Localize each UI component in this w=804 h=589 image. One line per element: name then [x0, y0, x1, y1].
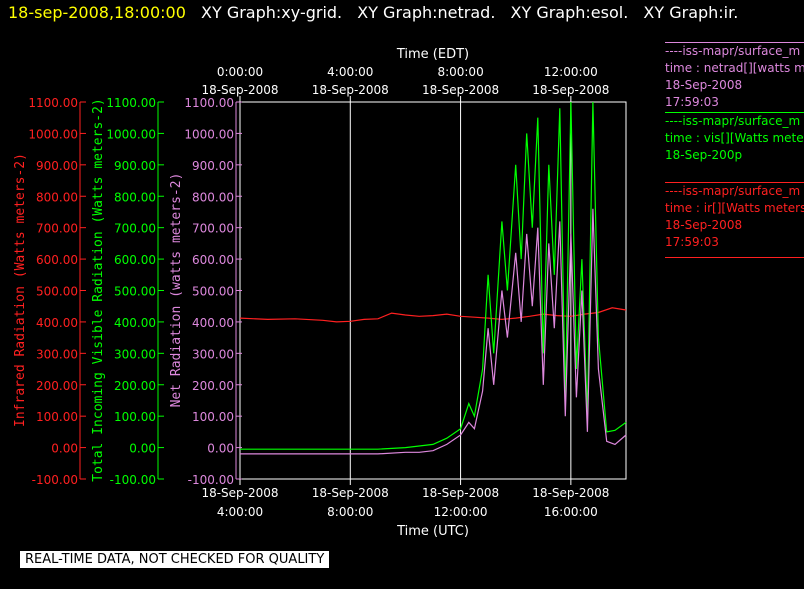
- x-top-time-0: 0:00:00: [217, 65, 263, 79]
- y-tick-label-2-1: 0.00: [207, 442, 234, 456]
- y-tick-label-2-0: -100.00: [188, 473, 234, 487]
- x-top-date-3: 18-Sep-2008: [532, 83, 609, 97]
- x-bottom-time-0: 4:00:00: [217, 505, 263, 519]
- y-tick-label-0-4: 300.00: [36, 347, 78, 361]
- series-line-netrad: [240, 208, 627, 455]
- title-graph-2: XY Graph:netrad.: [357, 3, 496, 22]
- axes-layer: -100.00 0.00 100.00 200.00 300.00 400.00 500.0…: [28, 96, 242, 487]
- legend-vis-var: time : vis[][Watts mete: [665, 131, 804, 145]
- title-bar: 18-sep-2008,18:00:00 XY Graph:xy-grid. X…: [8, 2, 738, 24]
- y-tick-label-0-10: 900.00: [36, 159, 78, 173]
- y-axis-title-net: Net Radiation (watts meters-2): [169, 173, 184, 408]
- y-tick-label-0-1: 0.00: [51, 442, 78, 456]
- y-tick-label-1-4: 300.00: [114, 347, 156, 361]
- y-tick-label-1-5: 400.00: [114, 316, 156, 330]
- x-top-date-1: 18-Sep-2008: [312, 83, 389, 97]
- legend-entry-vis: ----iss-mapr/surface_m time : vis[][Watt…: [665, 113, 804, 164]
- x-top-time-3: 12:00:00: [544, 65, 598, 79]
- y-tick-label-0-6: 500.00: [36, 285, 78, 299]
- x-bottom-date-3: 18-Sep-2008: [532, 486, 609, 500]
- legend-ir-date: 18-Sep-2008: [665, 218, 743, 232]
- x-bottom-time-2: 12:00:00: [434, 505, 488, 519]
- x-bottom-time-3: 16:00:00: [544, 505, 598, 519]
- y-tick-label-0-9: 800.00: [36, 190, 78, 204]
- y-tick-label-2-8: 700.00: [192, 222, 234, 236]
- y-tick-label-2-2: 100.00: [192, 410, 234, 424]
- y-tick-label-2-4: 300.00: [192, 347, 234, 361]
- y-tick-label-1-9: 800.00: [114, 190, 156, 204]
- y-tick-label-1-1: 0.00: [129, 442, 156, 456]
- legend-entry-ir: ----iss-mapr/surface_m time : ir[][Watts…: [665, 183, 804, 251]
- legend-rule-2: [665, 112, 804, 113]
- y-tick-label-1-2: 100.00: [114, 410, 156, 424]
- legend-rule-1: [665, 42, 804, 43]
- y-tick-label-1-10: 900.00: [114, 159, 156, 173]
- legend-vis-date: 18-Sep-200p: [665, 148, 743, 162]
- legend-netrad-time: 17:59:03: [665, 95, 719, 109]
- x-axis-bottom-title: Time (UTC): [396, 524, 469, 539]
- legend-rule-3: [665, 182, 804, 183]
- x-top-date-0: 18-Sep-2008: [201, 83, 278, 97]
- y-tick-label-0-2: 100.00: [36, 410, 78, 424]
- grid-lines: [349, 102, 572, 479]
- y-tick-label-2-7: 600.00: [192, 253, 234, 267]
- legend-netrad-date: 18-Sep-2008: [665, 78, 743, 92]
- y-tick-label-1-8: 700.00: [114, 222, 156, 236]
- title-graph-4: XY Graph:ir.: [643, 3, 739, 22]
- y-tick-label-0-8: 700.00: [36, 222, 78, 236]
- x-bottom-date-0: 18-Sep-2008: [201, 486, 278, 500]
- x-bottom-time-1: 8:00:00: [327, 505, 373, 519]
- y-tick-label-2-11: 1000.00: [184, 127, 234, 141]
- x-bottom-date-2: 18-Sep-2008: [422, 486, 499, 500]
- legend-ir-var: time : ir[][Watts meters: [665, 201, 804, 215]
- x-bottom-date-1: 18-Sep-2008: [312, 486, 389, 500]
- y-tick-label-0-11: 1000.00: [28, 127, 78, 141]
- y-tick-label-2-3: 200.00: [192, 379, 234, 393]
- x-top-date-2: 18-Sep-2008: [422, 83, 499, 97]
- y-tick-label-2-6: 500.00: [192, 285, 234, 299]
- y-tick-label-1-6: 500.00: [114, 285, 156, 299]
- data-quality-note: REAL-TIME DATA, NOT CHECKED FOR QUALITY: [20, 551, 330, 568]
- title-graph-1: XY Graph:xy-grid.: [201, 3, 343, 22]
- x-axis-top-title: Time (EDT): [396, 47, 469, 62]
- legend-netrad-source: ----iss-mapr/surface_m: [665, 44, 801, 58]
- plot-frame: [239, 101, 627, 480]
- y-tick-label-0-3: 200.00: [36, 379, 78, 393]
- series-layer: [239, 101, 627, 455]
- y-tick-label-2-5: 400.00: [192, 316, 234, 330]
- y-tick-label-1-7: 600.00: [114, 253, 156, 267]
- y-tick-label-0-12: 1100.00: [28, 96, 78, 110]
- x-axis-layer: 18-Sep-2008 4:00:00 18-Sep-2008 8:00:00 18-S…: [201, 65, 609, 519]
- y-tick-label-2-9: 800.00: [192, 190, 234, 204]
- y-tick-label-1-0: -100.00: [110, 473, 156, 487]
- title-timestamp: 18-sep-2008,18:00:00: [8, 3, 186, 22]
- y-tick-label-0-5: 400.00: [36, 316, 78, 330]
- y-axis-title-visible: Total Incoming Visible Radiation (Watts …: [91, 98, 106, 482]
- y-tick-label-1-11: 1000.00: [106, 127, 156, 141]
- title-graph-3: XY Graph:esol.: [510, 3, 629, 22]
- y-tick-label-1-12: 1100.00: [106, 96, 156, 110]
- y-tick-label-1-3: 200.00: [114, 379, 156, 393]
- y-tick-label-0-7: 600.00: [36, 253, 78, 267]
- legend-ir-time: 17:59:03: [665, 235, 719, 249]
- legend-netrad-var: time : netrad[][watts m: [665, 61, 804, 75]
- y-tick-label-0-0: -100.00: [32, 473, 78, 487]
- x-top-time-1: 4:00:00: [327, 65, 373, 79]
- y-tick-label-2-10: 900.00: [192, 159, 234, 173]
- legend-rule-4: [665, 257, 804, 258]
- y-axis-title-infrared: Infrared Radiation (Watts meters-2): [13, 153, 28, 427]
- legend-ir-source: ----iss-mapr/surface_m: [665, 184, 801, 198]
- legend-entry-netrad: ----iss-mapr/surface_m time : netrad[][w…: [665, 43, 804, 111]
- legend-vis-source: ----iss-mapr/surface_m: [665, 114, 801, 128]
- series-line-vis: [240, 101, 627, 450]
- x-top-time-2: 8:00:00: [437, 65, 483, 79]
- y-tick-label-2-12: 1100.00: [184, 96, 234, 110]
